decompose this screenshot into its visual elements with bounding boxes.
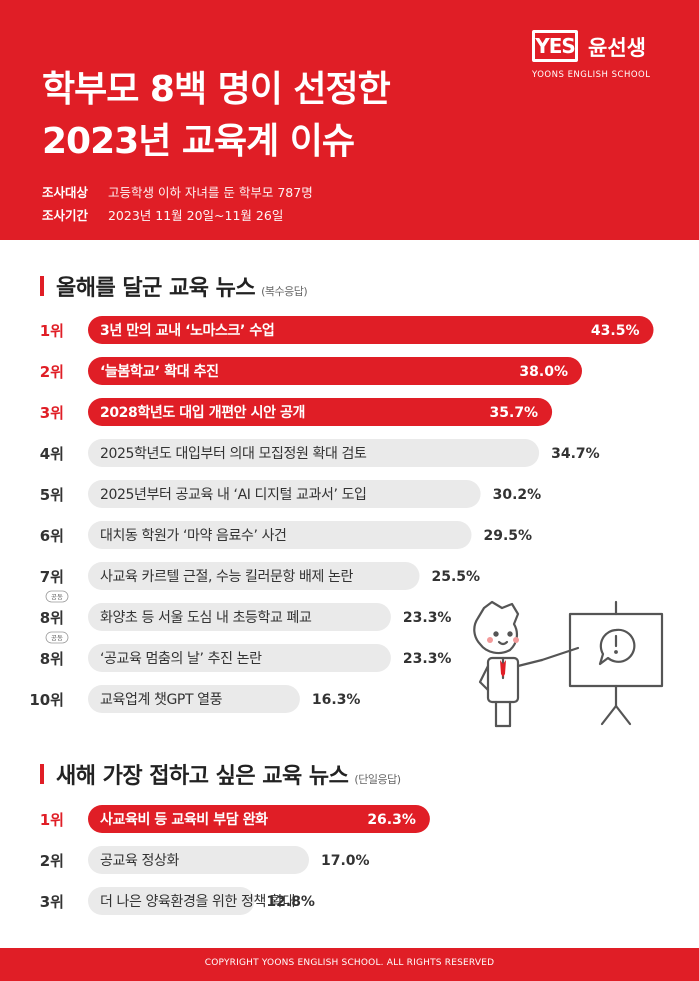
bar bbox=[88, 887, 255, 915]
category-label: 사교육 카르텔 근절, 수능 킬러문항 배제 논란 bbox=[100, 569, 354, 585]
footer-bar bbox=[0, 948, 699, 981]
survey-period-value: 2023년 11월 20일~11월 26일 bbox=[107, 208, 284, 223]
logo-subtitle: YOONS ENGLISH SCHOOL bbox=[532, 70, 651, 80]
title-line-2: 2023년 교육계 이슈 bbox=[42, 121, 355, 162]
bar bbox=[88, 603, 391, 631]
bar bbox=[88, 357, 582, 385]
category-label: 사교육비 등 교육비 부담 완화 bbox=[100, 811, 268, 828]
rank-label: 3위 bbox=[40, 893, 64, 911]
value-label: 16.3% bbox=[312, 692, 361, 708]
survey-target: 조사대상 고등학생 이하 자녀를 둔 학부모 787명 bbox=[42, 182, 313, 201]
category-label: 화양초 등 서울 도심 내 초등학교 폐교 bbox=[100, 610, 312, 626]
title-line-1: 학부모 8백 명이 선정한 bbox=[42, 69, 391, 110]
tie-badge-label: 공동 bbox=[51, 593, 63, 601]
rank-label: 6위 bbox=[40, 527, 64, 545]
rank-label: 2위 bbox=[40, 852, 64, 870]
value-label: 34.7% bbox=[551, 446, 600, 462]
category-label: ‘늘봄학교’ 확대 추진 bbox=[100, 363, 219, 380]
page-title: 학부모 8백 명이 선정한 2023년 교육계 이슈 bbox=[42, 64, 391, 168]
tie-badge-label: 공동 bbox=[51, 634, 63, 642]
category-label: 교육업계 챗GPT 열풍 bbox=[100, 692, 223, 708]
tie-badge bbox=[45, 631, 69, 644]
rank-label: 8위 bbox=[40, 650, 64, 668]
rank-label: 4위 bbox=[40, 445, 64, 463]
bar bbox=[88, 521, 472, 549]
section-title: 올해를 달군 교육 뉴스 bbox=[56, 276, 256, 301]
value-label: 38.0% bbox=[519, 364, 568, 380]
value-label: 26.3% bbox=[367, 812, 416, 828]
bar bbox=[88, 439, 540, 467]
header-banner bbox=[0, 0, 699, 240]
section-heading-next-year: 새해 가장 접하고 싶은 교육 뉴스 (단일응답) bbox=[40, 758, 401, 790]
bar bbox=[88, 685, 300, 713]
brand-logo: YES 윤선생 YOONS ENGLISH SCHOOL bbox=[532, 30, 672, 90]
value-label: 25.5% bbox=[432, 569, 481, 585]
footer-copyright: COPYRIGHT YOONS ENGLISH SCHOOL. ALL RIGH… bbox=[204, 958, 495, 968]
value-label: 12.8% bbox=[266, 894, 315, 910]
rank-label: 8위 bbox=[40, 609, 64, 627]
category-label: 2025년부터 공교육 내 ‘AI 디지털 교과서’ 도입 bbox=[100, 487, 367, 503]
bar bbox=[88, 644, 391, 672]
category-label: ‘공교육 멈춤의 날’ 추진 논란 bbox=[100, 651, 262, 667]
bar bbox=[88, 316, 654, 344]
rank-label: 7위 bbox=[40, 568, 64, 586]
rank-label: 1위 bbox=[40, 811, 64, 829]
rank-label: 1위 bbox=[40, 322, 64, 340]
bar bbox=[88, 805, 430, 833]
section-title: 새해 가장 접하고 싶은 교육 뉴스 bbox=[56, 764, 349, 789]
category-label: 대치동 학원가 ‘마약 음료수’ 사건 bbox=[100, 528, 287, 544]
survey-period: 조사기간 2023년 11월 20일~11월 26일 bbox=[42, 205, 283, 224]
rank-label: 5위 bbox=[40, 486, 64, 504]
category-label: 더 나은 양육환경을 위한 정책 확대 bbox=[100, 894, 295, 910]
tie-badge bbox=[45, 590, 69, 603]
survey-target-label: 조사대상 bbox=[42, 185, 89, 200]
survey-target-value: 고등학생 이하 자녀를 둔 학부모 787명 bbox=[107, 185, 313, 200]
rank-label: 2위 bbox=[40, 363, 64, 381]
bar bbox=[88, 846, 309, 874]
category-label: 공교육 정상화 bbox=[100, 853, 179, 869]
logo-mark: YES bbox=[532, 30, 578, 62]
value-label: 35.7% bbox=[490, 405, 539, 421]
logo-name: 윤선생 bbox=[588, 36, 646, 60]
section-note: (단일응답) bbox=[354, 773, 401, 786]
category-label: 3년 만의 교내 ‘노마스크’ 수업 bbox=[100, 322, 274, 339]
category-label: 2028학년도 대입 개편안 시안 공개 bbox=[100, 404, 305, 421]
bar bbox=[88, 398, 553, 426]
value-label: 17.0% bbox=[321, 853, 370, 869]
rank-label: 3위 bbox=[40, 404, 64, 422]
value-label: 23.3% bbox=[403, 651, 452, 667]
section-note: (복수응답) bbox=[261, 285, 308, 298]
survey-period-label: 조사기간 bbox=[42, 208, 89, 223]
bar bbox=[88, 562, 420, 590]
value-label: 29.5% bbox=[484, 528, 533, 544]
value-label: 43.5% bbox=[591, 323, 640, 339]
category-label: 2025학년도 대입부터 의대 모집정원 확대 검토 bbox=[100, 446, 367, 462]
value-label: 30.2% bbox=[493, 487, 542, 503]
bar bbox=[88, 480, 481, 508]
teacher-illustration bbox=[473, 600, 664, 728]
section-heading-this-year: 올해를 달군 교육 뉴스 (복수응답) bbox=[39, 270, 308, 302]
value-label: 23.3% bbox=[403, 610, 452, 626]
rank-label: 10위 bbox=[29, 691, 64, 709]
